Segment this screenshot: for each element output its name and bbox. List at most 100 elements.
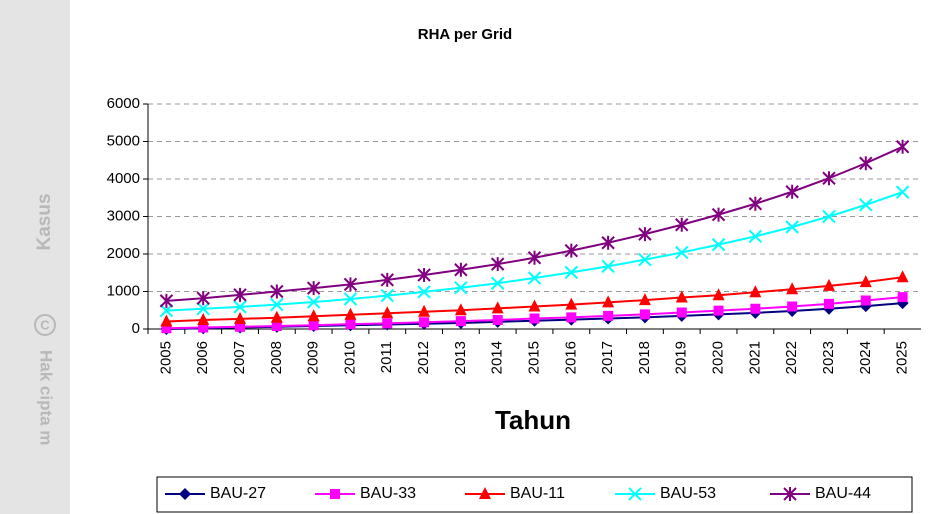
marker [271,321,282,331]
y-tick-label: 5000 [107,132,140,149]
marker [233,300,247,314]
marker [601,235,615,250]
marker [380,288,394,303]
marker [455,316,466,327]
marker [786,282,799,295]
x-tick-label: 2012 [415,341,432,374]
x-tick-label: 2010 [341,341,358,374]
marker [602,295,615,308]
y-tick-label: 6000 [107,95,140,112]
marker [822,209,836,224]
marker [234,311,247,324]
marker [159,303,174,318]
x-tick-label: 2023 [820,341,837,374]
x-tick-label: 2022 [783,341,800,374]
x-tick-label: 2020 [710,341,727,374]
marker [859,275,872,288]
marker [601,259,615,274]
legend-label: BAU-27 [210,485,266,502]
marker [490,257,505,272]
marker [711,207,726,222]
marker [343,292,358,306]
x-tick-label: 2018 [636,341,653,374]
marker [748,196,763,211]
x-tick-label: 2007 [231,341,248,374]
marker [306,295,321,309]
marker [160,314,173,327]
watermark-text: Kasus [34,193,55,250]
x-tick-label: 2013 [452,341,469,374]
marker [235,321,246,332]
marker [419,317,430,328]
legend-label: BAU-33 [360,485,416,502]
marker [823,298,834,309]
marker [896,270,909,283]
marker [750,303,761,314]
marker [859,198,873,212]
marker [381,306,394,319]
marker [454,281,468,295]
marker [638,227,652,242]
y-tick-label: 1000 [107,282,140,299]
marker [307,309,320,322]
marker [897,292,908,303]
y-tick-label: 4000 [107,170,140,187]
marker [270,310,283,323]
marker [675,217,689,232]
marker [490,276,505,290]
y-tick-label: 2000 [107,245,140,262]
x-tick-label: 2008 [268,341,285,374]
marker [417,285,431,299]
marker [161,323,172,334]
marker [564,265,579,280]
marker [713,305,724,316]
marker [787,301,798,312]
marker [527,250,542,265]
marker [306,281,321,296]
marker [785,184,799,199]
marker [454,262,468,277]
marker [675,290,688,303]
x-tick-label: 2025 [894,341,911,374]
marker [895,139,910,154]
marker [785,220,799,234]
marker [527,271,542,285]
marker [417,268,431,282]
marker [197,313,210,325]
marker [603,310,614,321]
marker [822,278,835,291]
marker [711,237,726,252]
marker [233,287,247,302]
marker [895,185,910,199]
marker [418,304,431,317]
marker [270,284,284,299]
marker [822,171,836,186]
marker [270,297,284,312]
x-tick-label: 2024 [857,341,874,374]
legend-label: BAU-53 [660,485,716,502]
marker [198,322,209,333]
sidebar [0,0,70,514]
marker [454,303,467,316]
marker [179,488,191,500]
x-tick-label: 2006 [194,341,211,374]
marker [196,302,210,316]
marker [566,312,577,323]
marker [492,315,503,325]
marker [529,313,540,324]
marker [639,309,650,320]
marker [628,487,642,501]
x-tick-label: 2021 [746,341,763,374]
x-tick-label: 2016 [562,341,579,374]
marker [343,277,358,292]
marker [748,229,763,244]
watermark-symbol: C [40,317,50,332]
x-tick-label: 2009 [305,341,322,374]
marker [676,307,687,318]
marker [345,319,356,330]
marker [564,243,579,258]
marker [712,288,725,301]
marker [382,318,393,329]
